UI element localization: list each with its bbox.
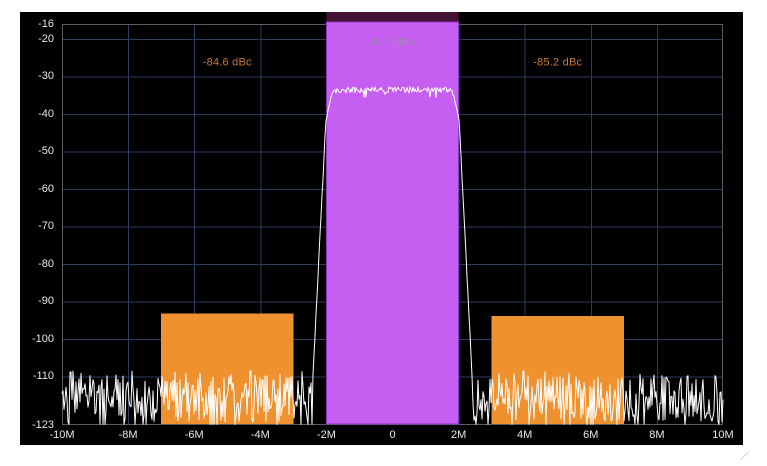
x-tick-label: 8M xyxy=(649,429,665,441)
y-tick-label: -80 xyxy=(38,257,54,270)
main-channel-power-label: -8.7 dBm xyxy=(369,36,416,49)
spectrum-plot-area: -8.7 dBm -84.6 dBc -85.2 dBc xyxy=(61,12,724,425)
x-tick-label: 4M xyxy=(517,429,533,441)
main-channel-band xyxy=(325,21,460,425)
spectrum-trace xyxy=(61,86,724,425)
corner-artifact xyxy=(740,451,749,460)
x-tick-label: 6M xyxy=(583,429,599,441)
x-tick-label: 2M xyxy=(450,429,467,441)
upper-adjacent-channel-dbc-label: -85.2 dBc xyxy=(533,56,583,69)
x-tick-label: 10M xyxy=(712,429,734,441)
y-tick-label: -110 xyxy=(32,370,54,383)
y-tick-label: -30 xyxy=(38,70,54,83)
y-tick-label: -70 xyxy=(38,220,54,233)
x-tick-label: -2M xyxy=(316,429,336,441)
y-tick-label: -40 xyxy=(38,107,54,120)
y-tick-label: -100 xyxy=(31,332,54,345)
y-tick-label: -16 xyxy=(38,18,54,30)
x-tick-label: -8M xyxy=(118,429,138,441)
x-tick-label: 0 xyxy=(389,429,396,441)
x-tick-label: -6M xyxy=(184,429,204,441)
spectrum-panel: -16 -20 -30 -40 -50 -60 -70 -80 -90 -100 -110 -123 … xyxy=(20,12,743,445)
main-channel-header-strip xyxy=(326,12,459,22)
y-tick-label: -123 xyxy=(31,419,54,431)
y-tick-label: -60 xyxy=(38,182,54,195)
y-tick-label: -90 xyxy=(38,295,54,308)
x-tick-label: -4M xyxy=(250,429,270,441)
x-tick-label: -10M xyxy=(49,429,75,441)
y-tick-label: -50 xyxy=(38,145,54,158)
lower-adjacent-channel-dbc-label: -84.6 dBc xyxy=(202,56,252,69)
y-tick-label: -20 xyxy=(38,32,54,45)
spectrum-chart-canvas xyxy=(61,12,724,425)
